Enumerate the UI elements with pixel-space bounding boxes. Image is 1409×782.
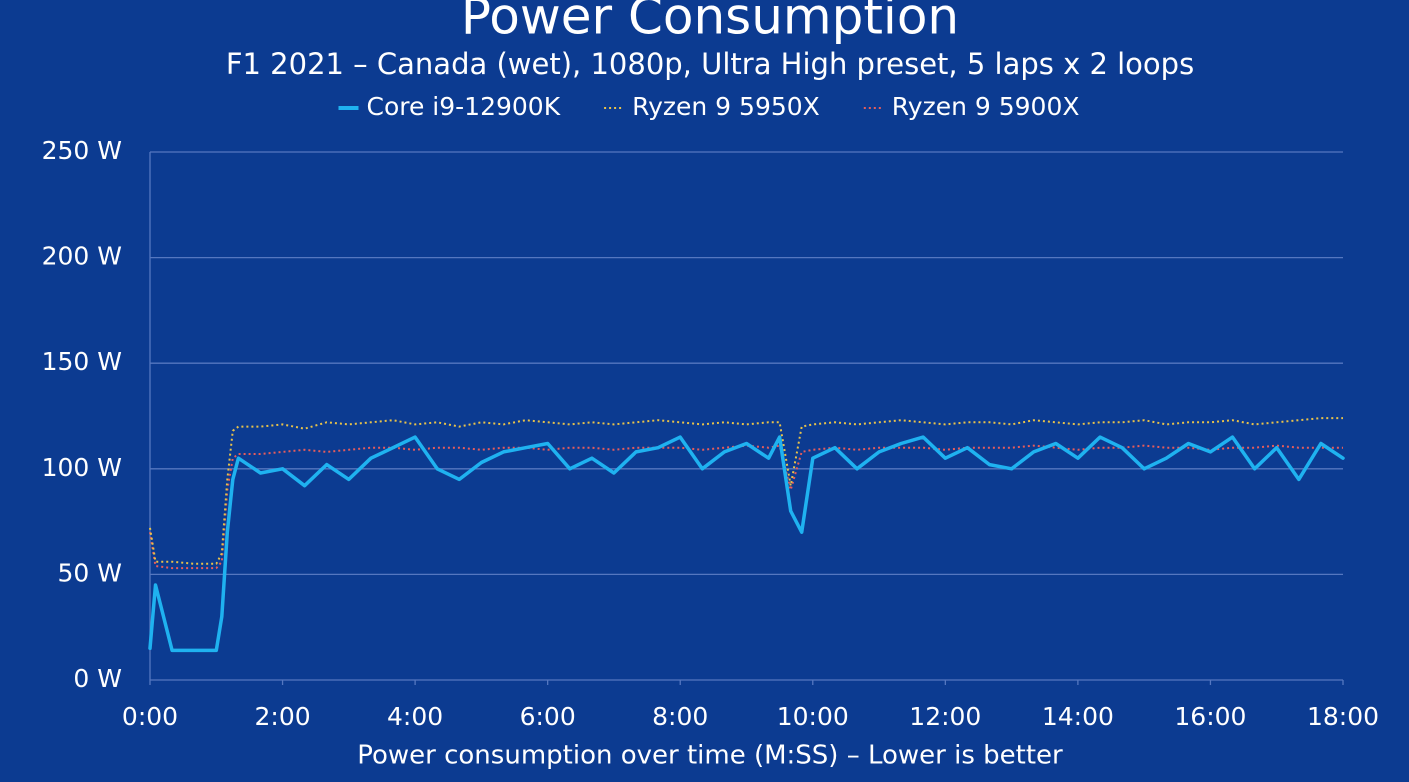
- legend-label: Ryzen 9 5950X: [632, 92, 820, 121]
- x-tick-label: 18:00: [1307, 702, 1379, 731]
- legend-label: Core i9-12900K: [366, 92, 560, 121]
- series-line: [148, 435, 1345, 653]
- x-tick-label: 2:00: [254, 702, 310, 731]
- chart-title: Power Consumption: [461, 0, 959, 46]
- series-line: [149, 417, 1343, 565]
- x-tick-label: 10:00: [777, 702, 849, 731]
- chart-subtitle: F1 2021 – Canada (wet), 1080p, Ultra Hig…: [226, 47, 1194, 81]
- x-tick-label: 6:00: [520, 702, 576, 731]
- y-tick-label: 200 W: [42, 242, 122, 271]
- y-tick-label: 250 W: [42, 136, 122, 165]
- x-tick-label: 12:00: [909, 702, 981, 731]
- x-tick-label: 0:00: [122, 702, 178, 731]
- x-tick-label: 4:00: [387, 702, 443, 731]
- legend-label: Ryzen 9 5900X: [892, 92, 1080, 121]
- x-tick-label: 14:00: [1042, 702, 1114, 731]
- x-tick-label: 16:00: [1174, 702, 1246, 731]
- x-axis-label: Power consumption over time (M:SS) – Low…: [357, 741, 1063, 771]
- y-tick-label: 50 W: [58, 558, 122, 587]
- y-tick-label: 0 W: [73, 664, 122, 693]
- x-tick-label: 8:00: [652, 702, 708, 731]
- y-tick-label: 150 W: [42, 347, 122, 376]
- y-tick-label: 100 W: [42, 453, 122, 482]
